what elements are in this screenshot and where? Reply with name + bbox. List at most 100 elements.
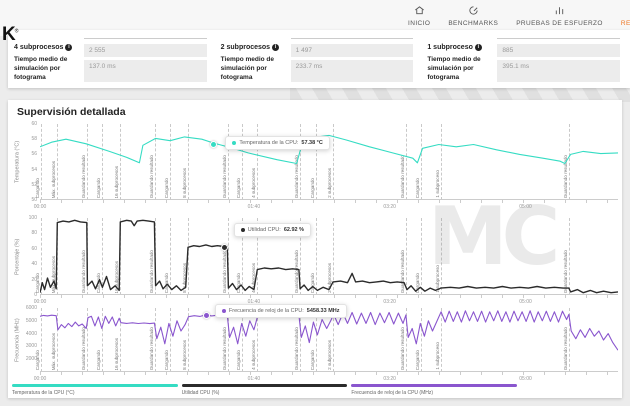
tooltip-series-dot [221,308,226,313]
event-line: Guardando resultado [294,218,301,295]
metric-value: 2 555 [84,44,207,57]
legend-item-frecuencia-de-reloj-de-la-cpu-mhz-[interactable]: Frecuencia de reloj de la CPU (MHz) [351,384,518,396]
event-line: Cargando [415,218,423,295]
nav-item-resultados[interactable]: RESULTADOS [621,5,630,27]
y-tick-label: 56 [31,151,37,158]
x-tick-label: 05:00 [519,376,532,382]
tooltip-text: Temperatura de la CPU: [239,139,299,146]
legend-color-bar [12,384,178,387]
x-tick-label: 01:40 [247,299,261,305]
event-line: Guardando resultado [222,124,229,200]
event-line: Cargando [415,124,423,200]
nav-item-pruebas-de-esfuerzo[interactable]: PRUEBAS DE ESFUERZO [516,5,603,27]
event-line: Cargando [96,308,104,372]
y-tick-label: 5000 [25,317,37,324]
event-line: Guardando resultado [563,124,571,200]
nav-label: BENCHMARKS [448,20,499,27]
brand-logo-text: K [2,24,16,45]
event-line: Cargando [310,124,318,200]
tooltip-text: Frecuencia de reloj de la CPU: [228,307,304,314]
info-icon[interactable]: i [65,44,73,51]
event-line: Cargando [164,124,172,200]
tooltip-value: 5458.33 MHz [306,307,340,314]
x-axis-ticks [40,200,618,203]
event-line: Guardando resultado [400,218,408,295]
legend-label: Frecuencia de reloj de la CPU (MHz) [351,390,434,396]
y-tick-label: 4000 [25,330,37,337]
x-tick-label: 03:20 [383,376,396,382]
x-axis-ticks [40,295,618,298]
home-icon [414,5,425,18]
tooltip-series-dot [240,227,245,232]
chart-cpu-utilization: Porcentaje (%) 0 20 40 60 80 100 Cargando Máx. s… [15,215,618,309]
x-axis: 00:00 01:40 03:20 05:00 [34,200,618,214]
chart-plot-area: Frecuencia (MHz) 2000 3000 4000 5000 6000 Carg… [15,303,618,372]
stat-card-2-threads: 2 subprocesos i Tiempo medio de simulaci… [221,38,414,82]
time-metric-value: 137.0 ms [84,60,207,82]
main-nav: INICIO BENCHMARKS PRUEBAS DE ESFUERZO RE… [408,5,630,27]
info-icon[interactable]: i [474,44,482,51]
event-line: 2 subprocesos [327,218,335,295]
y-tick-label: 54 [31,166,37,173]
event-line: 2 subprocesos [327,124,335,200]
time-metric-value: 395.1 ms [497,60,621,82]
event-line: 16 subprocesos [114,218,122,295]
chart-tooltip: Temperatura de la CPU: 57.38 °C [225,135,330,150]
event-line: Guardando resultado [400,124,408,200]
nav-label: INICIO [408,20,431,27]
y-tick-label: 100 [28,215,37,221]
metric-label: 4 subprocesos i [14,44,76,51]
event-line: Cargando [96,124,104,200]
y-tick-label: 6000 [25,305,37,311]
nav-item-benchmarks[interactable]: BENCHMARKS [448,5,498,27]
gauge-icon [468,5,479,18]
metric-value: 1 497 [290,44,414,57]
x-tick-label: 01:40 [247,204,261,210]
x-tick-label: 00:00 [33,376,47,382]
event-line: 1 subproceso [435,124,442,200]
event-line: Máx. subprocesos [51,308,58,372]
y-tick-label: 58 [31,136,37,143]
y-tick-label: 60 [31,245,37,252]
event-line: Cargando [310,218,318,295]
series-line [40,219,618,294]
chart-tooltip: Frecuencia de reloj de la CPU: 5458.33 M… [214,303,347,318]
section-title: Supervisión detallada [17,106,126,118]
stat-card-4-threads: 4 subprocesos i Tiempo medio de simulaci… [14,38,207,82]
info-icon[interactable]: i [272,44,280,51]
event-line: Guardando resultado [81,308,88,372]
event-line: 16 subprocesos [114,308,122,372]
tooltip-series-dot [232,140,237,145]
event-line: Guardando resultado [400,308,408,372]
background-pattern [290,88,630,102]
y-tick-label: 20 [31,276,37,283]
y-tick-label: 50 [31,197,37,203]
y-tick-label: 80 [31,230,37,237]
x-tick-label: 05:00 [519,299,532,305]
nav-item-inicio[interactable]: INICIO [408,5,430,27]
time-metric-label: Tiempo medio de simulación por fotograma [427,56,481,81]
x-axis-line [40,294,618,295]
trademark-symbol: ® [14,28,19,35]
series-line [40,134,618,165]
monitoring-panel: Supervisión detallada Temperatura (°C) 50… [8,100,622,398]
event-line: Cargando [236,124,243,200]
event-line: Guardando resultado [149,124,157,200]
nav-label: RESULTADOS [620,20,630,27]
legend-item-utilidad-cpu-[interactable]: Utilidad CPU (%) [181,384,348,396]
event-line: Guardando resultado [222,218,229,295]
metric-label: 1 subproceso i [427,44,489,51]
y-tick-label: 52 [31,181,37,188]
legend-label: Utilidad CPU (%) [181,390,220,396]
brand-logo: K® [2,24,19,46]
stat-card-1-thread: 1 subproceso i Tiempo medio de simulació… [427,38,621,82]
x-axis-ticks [40,372,618,375]
event-line: 16 subprocesos [114,124,122,200]
data-point-marker [202,311,210,319]
y-tick-label: 0 [34,292,37,298]
event-line: Guardando resultado [563,218,571,295]
event-line: 8 subprocesos [182,124,189,200]
legend-item-temperatura-de-la-cpu-c-[interactable]: Temperatura de la CPU (°C) [12,384,178,396]
stats-cards-row: 4 subprocesos i Tiempo medio de simulaci… [8,30,630,88]
